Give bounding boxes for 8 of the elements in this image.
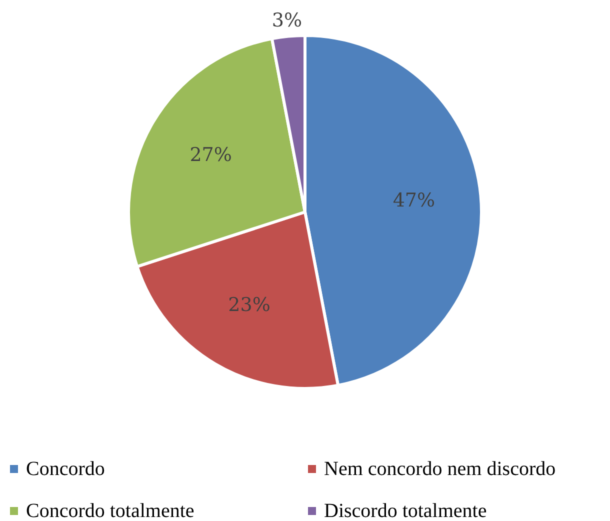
legend-label: Discordo totalmente xyxy=(324,500,487,521)
data-label: 27% xyxy=(190,144,232,166)
data-label: 47% xyxy=(392,190,436,212)
legend-label: Concordo totalmente xyxy=(26,500,194,521)
data-label: 3% xyxy=(272,9,302,32)
legend-label: Nem concordo nem discordo xyxy=(324,458,556,480)
data-label: 23% xyxy=(228,294,270,316)
legend-label: Concordo xyxy=(26,458,105,480)
